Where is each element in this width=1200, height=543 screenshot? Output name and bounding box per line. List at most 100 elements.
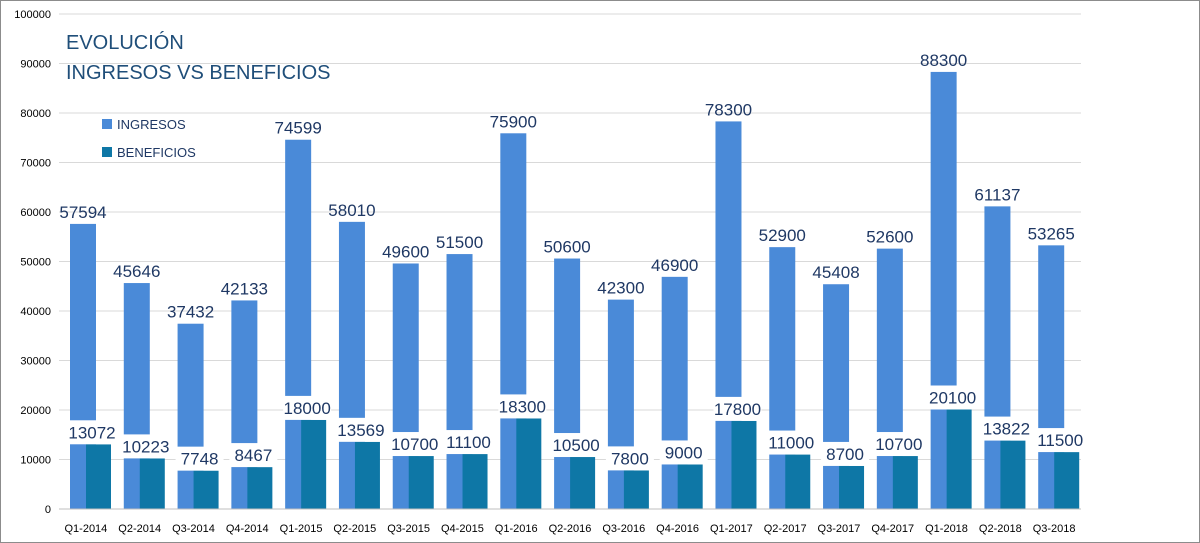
x-tick-label: Q2-2015 xyxy=(333,523,376,535)
data-label-beneficios: 17800 xyxy=(714,400,761,419)
x-tick-label: Q4-2014 xyxy=(226,523,269,535)
x-tick-label: Q2-2016 xyxy=(549,523,592,535)
data-label-beneficios: 8467 xyxy=(234,446,272,465)
y-tick-label: 60000 xyxy=(20,207,51,219)
data-label-beneficios: 13569 xyxy=(337,421,384,440)
bar-beneficios xyxy=(1000,440,1026,509)
data-label-box-beneficios xyxy=(229,443,278,468)
chart-subtitle: INGRESOS VS BENEFICIOS xyxy=(66,62,331,84)
data-label-box-beneficios xyxy=(874,432,923,457)
data-label-ingresos: 46900 xyxy=(651,256,698,275)
data-label-beneficios: 13072 xyxy=(68,423,115,442)
x-tick-label: Q1-2015 xyxy=(280,523,323,535)
x-tick-label: Q3-2018 xyxy=(1033,523,1076,535)
bar-beneficios xyxy=(839,465,865,509)
bar-beneficios xyxy=(785,454,811,509)
data-label-ingresos: 58010 xyxy=(328,201,375,220)
data-label-ingresos: 88300 xyxy=(920,51,967,70)
bar-beneficios xyxy=(892,456,918,509)
data-label-ingresos: 49600 xyxy=(382,242,429,261)
data-label-box-beneficios xyxy=(336,417,385,442)
bar-beneficios xyxy=(193,470,219,509)
data-label-box-beneficios xyxy=(767,430,816,455)
bar-beneficios xyxy=(139,458,165,509)
y-tick-label: 30000 xyxy=(20,356,51,368)
data-label-ingresos: 57594 xyxy=(59,203,106,222)
axes: 0 10000 20000 30000 40000 50000 60000 70000 8000… xyxy=(14,9,1081,535)
data-label-ingresos: 52900 xyxy=(759,226,806,245)
data-label-box-beneficios xyxy=(498,394,547,419)
data-label-ingresos: 42300 xyxy=(597,279,644,298)
data-label-ingresos: 42133 xyxy=(221,279,268,298)
data-label-beneficios: 13822 xyxy=(983,420,1030,439)
y-tick-label: 50000 xyxy=(20,257,51,269)
x-tick-label: Q4-2017 xyxy=(871,523,914,535)
data-label-ingresos: 50600 xyxy=(543,238,590,257)
data-label-box-beneficios xyxy=(283,395,332,420)
data-label-ingresos: 37432 xyxy=(167,303,214,322)
data-label-beneficios: 11500 xyxy=(1037,431,1083,450)
data-label-ingresos: 45408 xyxy=(812,263,859,282)
y-tick-label: 10000 xyxy=(20,455,51,467)
legend-swatch-beneficios xyxy=(102,147,112,157)
bar-beneficios xyxy=(301,419,327,509)
bar-beneficios xyxy=(946,409,972,509)
data-label-box-beneficios xyxy=(928,385,977,410)
legend-label-ingresos: INGRESOS xyxy=(117,117,186,132)
data-label-ingresos: 61137 xyxy=(974,185,1020,204)
data-label-box-beneficios xyxy=(121,434,170,459)
x-tick-label: Q3-2015 xyxy=(387,523,430,535)
bars xyxy=(70,71,1080,510)
legend-label-beneficios: BENEFICIOS xyxy=(117,145,196,160)
data-label-beneficios: 7800 xyxy=(611,449,649,468)
x-tick-label: Q1-2018 xyxy=(925,523,968,535)
x-tick-label: Q2-2014 xyxy=(118,523,161,535)
data-label-beneficios: 11100 xyxy=(446,433,491,452)
y-tick-label: 100000 xyxy=(14,9,51,21)
data-label-ingresos: 51500 xyxy=(436,233,483,252)
data-label-box-beneficios xyxy=(659,440,708,465)
x-tick-label: Q2-2018 xyxy=(979,523,1022,535)
y-tick-label: 20000 xyxy=(20,405,51,417)
y-tick-label: 90000 xyxy=(20,59,51,71)
x-tick-label: Q1-2014 xyxy=(64,523,107,535)
y-tick-label: 0 xyxy=(45,504,51,516)
data-label-box-beneficios xyxy=(821,441,870,466)
data-label-beneficios: 10700 xyxy=(391,435,438,454)
bar-beneficios xyxy=(1054,452,1080,509)
data-label-beneficios: 9000 xyxy=(665,443,703,462)
data-label-box-beneficios xyxy=(68,420,116,445)
x-tick-label: Q3-2017 xyxy=(818,523,861,535)
bar-beneficios xyxy=(462,454,488,509)
y-tick-label: 40000 xyxy=(20,306,51,318)
x-tick-label: Q3-2016 xyxy=(602,523,645,535)
data-label-beneficios: 11000 xyxy=(768,434,814,453)
bar-beneficios xyxy=(516,418,542,509)
data-label-box-beneficios xyxy=(713,396,762,421)
data-label-box-beneficios xyxy=(605,446,654,471)
bar-beneficios xyxy=(623,470,649,509)
data-label-beneficios: 18000 xyxy=(284,399,331,418)
legend: INGRESOS BENEFICIOS xyxy=(102,117,196,160)
data-label-beneficios: 10223 xyxy=(122,437,169,456)
data-label-beneficios: 18300 xyxy=(499,397,546,416)
data-label-beneficios: 10700 xyxy=(875,435,922,454)
bar-beneficios xyxy=(408,456,434,509)
data-label-box-beneficios xyxy=(390,432,439,457)
chart-title: EVOLUCIÓN xyxy=(66,31,184,54)
data-label-box-beneficios xyxy=(175,446,224,471)
data-label-beneficios: 8700 xyxy=(826,445,864,464)
data-labels: 57594 13072 45646 10223 37432 7748 42133 8467 74… xyxy=(59,51,1085,471)
data-label-beneficios: 20100 xyxy=(929,389,976,408)
data-label-beneficios: 7748 xyxy=(181,450,219,469)
data-label-ingresos: 78300 xyxy=(705,100,752,119)
data-label-ingresos: 52600 xyxy=(866,228,913,247)
data-label-ingresos: 45646 xyxy=(113,262,160,281)
data-label-box-beneficios xyxy=(982,416,1031,441)
x-tick-label: Q1-2016 xyxy=(495,523,538,535)
data-label-ingresos: 74599 xyxy=(275,119,322,138)
y-tick-label: 80000 xyxy=(20,108,51,120)
x-tick-label: Q4-2016 xyxy=(656,523,699,535)
y-tick-label: 70000 xyxy=(20,158,51,170)
